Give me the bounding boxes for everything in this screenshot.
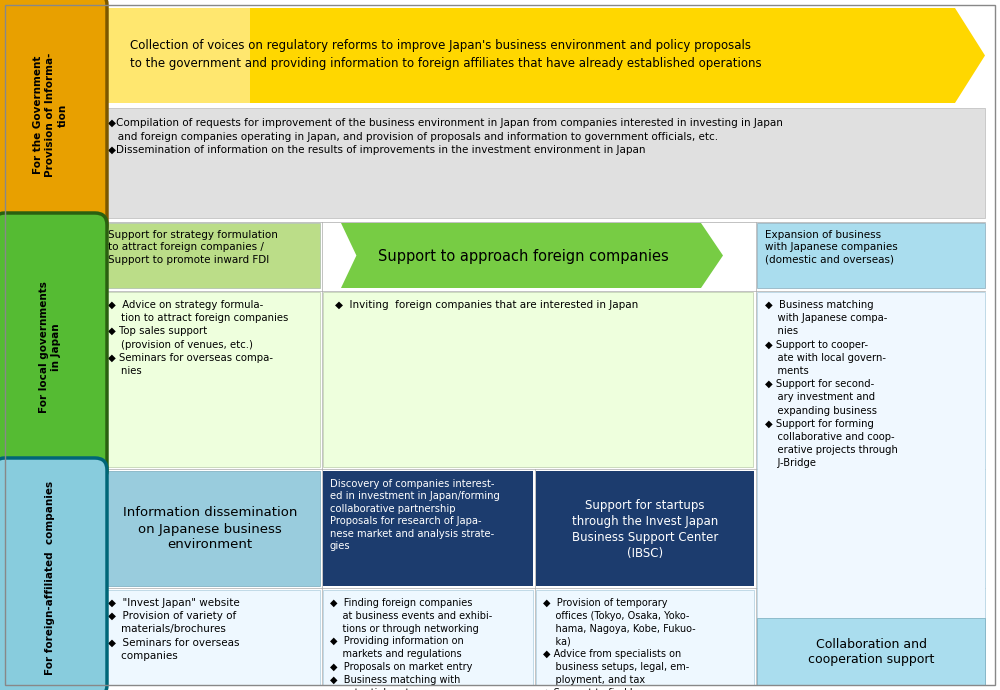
Text: For the Government
Provision of Informa-
tion: For the Government Provision of Informa-… [33,53,67,177]
Text: Collection of voices on regulatory reforms to improve Japan's business environme: Collection of voices on regulatory refor… [130,39,762,70]
Text: ◆Compilation of requests for improvement of the business environment in Japan fr: ◆Compilation of requests for improvement… [108,118,783,155]
Text: ◆  Inviting  foreign companies that are interested in Japan: ◆ Inviting foreign companies that are in… [335,300,638,310]
Polygon shape [100,8,250,103]
Bar [536,590,754,685]
Bar [323,471,533,586]
Text: ◆  Finding foreign companies
    at business events and exhibi-
    tions or thr: ◆ Finding foreign companies at business … [330,598,492,690]
FancyBboxPatch shape [0,458,107,690]
Text: ◆  "Invest Japan" website
◆  Provision of variety of
    materials/brochures
◆  : ◆ "Invest Japan" website ◆ Provision of … [108,598,240,661]
Text: ◆  Advice on strategy formula-
    tion to attract foreign companies
◆ Top sales: ◆ Advice on strategy formula- tion to at… [108,300,288,376]
Text: ◆  Business matching
    with Japanese compa-
    nies
◆ Support to cooper-
    : ◆ Business matching with Japanese compa-… [765,300,898,469]
Bar [100,471,320,586]
Text: Information dissemination
on Japanese business
environment: Information dissemination on Japanese bu… [123,506,297,551]
Bar [100,108,985,218]
Bar [757,223,985,288]
Bar [323,590,533,685]
Text: Expansion of business
with Japanese companies
(domestic and overseas): Expansion of business with Japanese comp… [765,230,898,265]
Polygon shape [100,8,985,103]
Bar [100,292,320,467]
Text: For foreign-affiliated  companies: For foreign-affiliated companies [45,480,55,675]
Text: Support to approach foreign companies: Support to approach foreign companies [378,248,668,264]
Bar [536,471,754,586]
FancyBboxPatch shape [0,0,107,237]
Text: For local governments
in Japan: For local governments in Japan [39,282,61,413]
FancyBboxPatch shape [0,213,107,482]
Text: Collaboration and
cooperation support: Collaboration and cooperation support [808,638,934,667]
Polygon shape [341,223,723,288]
Text: Support for startups
through the Invest Japan
Business Support Center
(IBSC): Support for startups through the Invest … [572,498,718,560]
Text: Discovery of companies interest-
ed in investment in Japan/forming
collaborative: Discovery of companies interest- ed in i… [330,479,500,551]
Text: Support for strategy formulation
to attract foreign companies /
Support to promo: Support for strategy formulation to attr… [108,230,278,265]
Bar [757,292,985,684]
Bar [757,618,985,685]
Bar [100,223,320,288]
Bar [100,590,320,685]
Bar [323,292,753,467]
Text: ◆  Provision of temporary
    offices (Tokyo, Osaka, Yoko-
    hama, Nagoya, Kob: ◆ Provision of temporary offices (Tokyo,… [543,598,696,690]
